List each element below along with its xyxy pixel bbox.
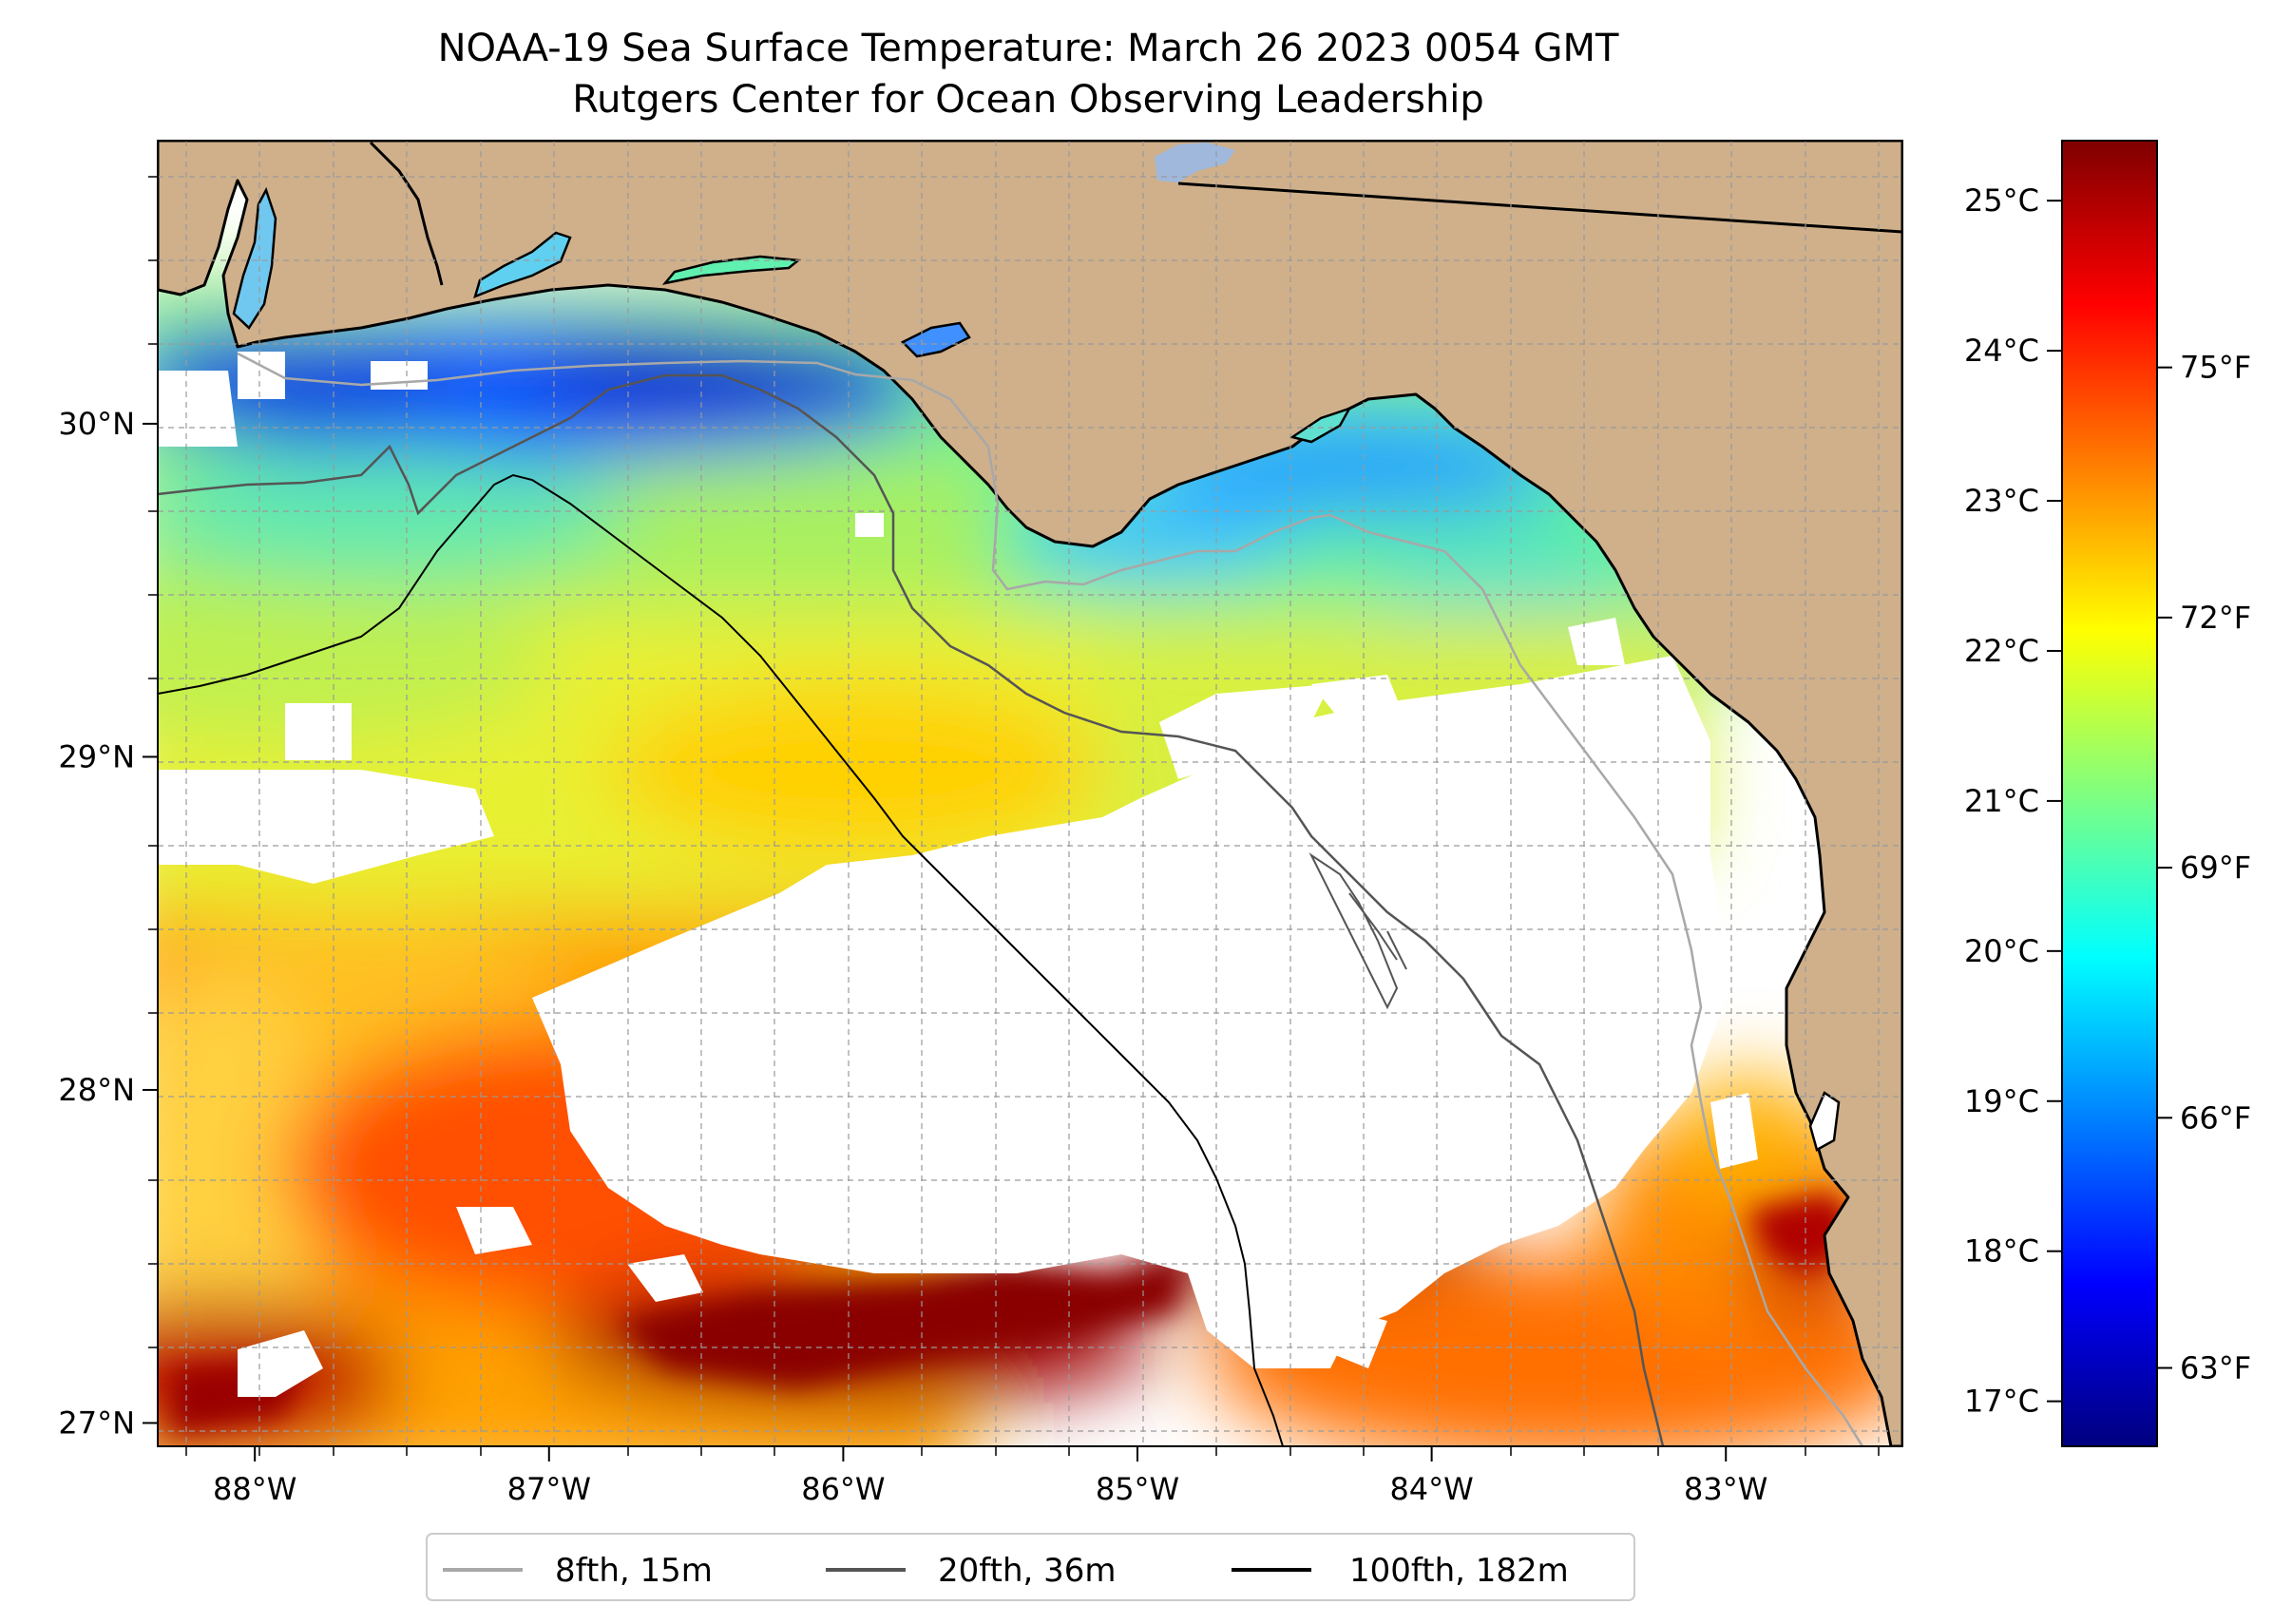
legend-label-100fth: 100fth, 182m <box>1349 1552 1569 1590</box>
map-panel <box>158 141 1902 1446</box>
lon-tick-label: 86°W <box>801 1471 885 1507</box>
colorbar-fahrenheit-ticks: 75°F 72°F 69°F 66°F 63°F <box>2157 350 2251 1386</box>
celsius-tick-label: 20°C <box>1964 933 2039 969</box>
lat-tick-label: 27°N <box>58 1404 135 1441</box>
bay-mobile <box>232 186 277 330</box>
celsius-tick-label: 23°C <box>1964 483 2039 519</box>
lon-tick-label: 84°W <box>1389 1471 1473 1507</box>
bay-apalachee-inlet <box>1289 406 1352 444</box>
lat-tick-label: 28°N <box>58 1072 135 1108</box>
lon-tick-label: 88°W <box>213 1471 296 1507</box>
legend-label-8fth: 8fth, 15m <box>555 1552 713 1590</box>
legend-box <box>426 1533 1635 1601</box>
fahrenheit-tick-label: 69°F <box>2180 850 2251 886</box>
contour-20fth-islands <box>1308 852 1407 1010</box>
land-north <box>158 141 1902 1446</box>
legend-label-20fth: 20fth, 36m <box>938 1552 1117 1590</box>
latitude-axis: 30°N 29°N 28°N 27°N <box>58 406 158 1441</box>
bay-tampa <box>1808 1091 1841 1152</box>
lon-tick-label: 87°W <box>507 1471 591 1507</box>
fahrenheit-tick-label: 72°F <box>2180 600 2251 636</box>
celsius-tick-label: 18°C <box>1964 1233 2039 1270</box>
lat-tick-label: 30°N <box>58 406 135 442</box>
colorbar-celsius-ticks: 25°C 24°C 23°C 22°C 21°C 20°C 19°C 18°C 17°C <box>1964 182 2062 1420</box>
title-line-1: NOAA-19 Sea Surface Temperature: March 2… <box>438 27 1619 70</box>
fahrenheit-tick-label: 75°F <box>2180 350 2251 386</box>
land <box>158 141 1902 1446</box>
state-boundary <box>1177 182 1902 234</box>
celsius-tick-label: 24°C <box>1964 333 2039 369</box>
gridlines <box>158 141 1902 1446</box>
lon-tick-label: 83°W <box>1684 1471 1767 1507</box>
longitude-axis: 88°W 87°W 86°W 85°W 84°W 83°W <box>213 1446 1767 1507</box>
celsius-tick-label: 22°C <box>1964 633 2039 669</box>
contour-8fth <box>237 352 1864 1446</box>
map-frame <box>157 140 1903 1447</box>
contour-20fth <box>158 373 1665 1446</box>
lon-tick-label: 85°W <box>1096 1471 1179 1507</box>
minor-ticks <box>148 176 1880 1456</box>
state-boundary-west <box>369 141 444 286</box>
legend: 8fth, 15m 20fth, 36m 100fth, 182m <box>426 1533 1635 1601</box>
lat-tick-label: 29°N <box>58 738 135 774</box>
contour-100fth <box>158 473 1284 1446</box>
colorbar <box>2061 140 2158 1447</box>
bay-pensacola <box>473 231 572 299</box>
lake <box>1155 143 1235 182</box>
cloud-mask <box>158 352 1758 1397</box>
celsius-tick-label: 21°C <box>1964 783 2039 819</box>
title-line-2: Rutgers Center for Ocean Observing Leade… <box>572 78 1484 122</box>
celsius-tick-label: 25°C <box>1964 182 2039 219</box>
fahrenheit-tick-label: 63°F <box>2180 1350 2251 1386</box>
celsius-tick-label: 17°C <box>1964 1384 2039 1420</box>
bay-st-andrews <box>900 321 971 358</box>
celsius-tick-label: 19°C <box>1964 1083 2039 1119</box>
fahrenheit-tick-label: 66°F <box>2180 1099 2251 1136</box>
